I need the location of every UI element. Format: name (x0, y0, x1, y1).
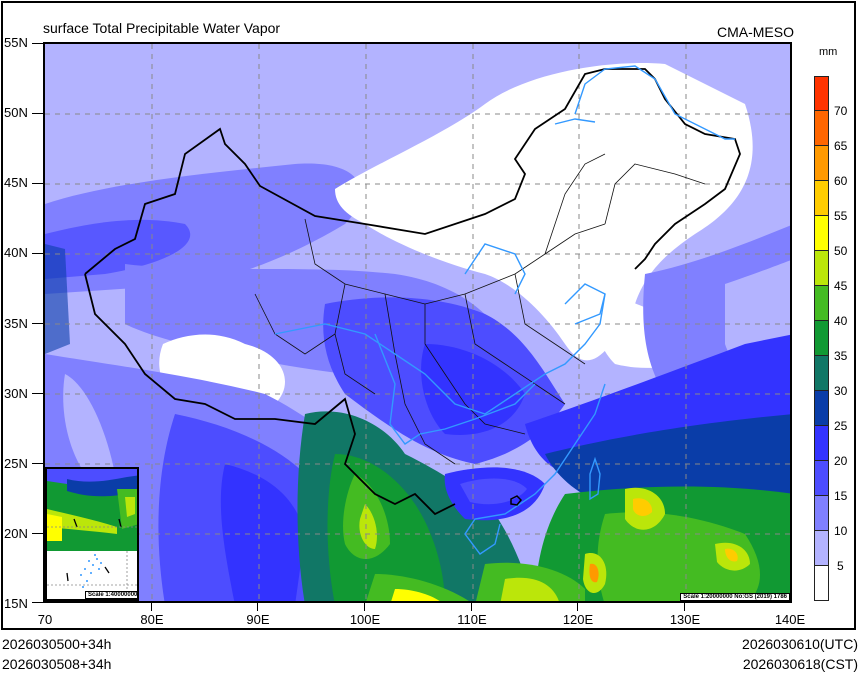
colorbar-unit: mm (819, 46, 838, 58)
colorbar-label: 55 (834, 209, 848, 223)
model-source-label: CMA-MESO (717, 24, 794, 40)
lon-label: 110E (457, 612, 487, 627)
colorbar-label: 40 (834, 314, 848, 328)
lon-label: 130E (669, 612, 701, 627)
colorbar-segment (814, 461, 829, 496)
south-china-sea-inset: Scale 1:40000000 (45, 467, 139, 601)
lat-label: 45N (4, 175, 28, 190)
colorbar-label: 30 (834, 384, 848, 398)
lon-tick (151, 603, 152, 611)
colorbar-segment (814, 286, 829, 321)
colorbar-label: 70 (834, 104, 848, 118)
pwv-contour-field (45, 44, 790, 601)
colorbar-segment (814, 531, 829, 566)
colorbar-segment (814, 251, 829, 286)
lat-tick (32, 113, 43, 114)
lon-tick (364, 603, 365, 611)
lon-tick (684, 603, 685, 611)
colorbar-segment (814, 566, 829, 601)
colorbar-label: 25 (834, 419, 848, 433)
colorbar-label: 60 (834, 174, 848, 188)
lat-tick (32, 183, 43, 184)
lat-label: 40N (4, 245, 28, 260)
colorbar-label: 15 (834, 489, 848, 503)
lat-tick (32, 463, 43, 464)
lat-label: 30N (4, 386, 28, 401)
inset-map (47, 469, 137, 599)
precipitable-water-map[interactable]: Scale 1:40000000 Scale 1:20000000 No:GS … (43, 42, 792, 603)
lat-tick (32, 323, 43, 324)
lon-label: 80E (140, 612, 164, 627)
colorbar-segment (814, 146, 829, 181)
colorbar-segment (814, 76, 829, 111)
colorbar-label: 35 (834, 349, 848, 363)
lat-label: 15N (4, 596, 28, 611)
colorbar-label: 20 (834, 454, 848, 468)
lat-tick (32, 602, 43, 603)
lon-label: 70 (37, 612, 53, 627)
colorbar-label: 50 (834, 244, 848, 258)
lon-tick (577, 603, 578, 611)
lat-tick (32, 393, 43, 394)
lat-label: 35N (4, 316, 28, 331)
colorbar-segment (814, 391, 829, 426)
init-time-cst: 2026030508+34h (2, 656, 112, 672)
lon-label: 140E (774, 612, 806, 627)
colorbar-segment (814, 356, 829, 391)
lon-tick (257, 603, 258, 611)
colorbar-label: 65 (834, 139, 848, 153)
lon-label: 100E (349, 612, 381, 627)
colorbar-segment (814, 216, 829, 251)
colorbar-segment (814, 321, 829, 356)
lon-label: 90E (246, 612, 270, 627)
inset-scale-label: Scale 1:40000000 (85, 591, 137, 599)
colorbar-segment (814, 181, 829, 216)
colorbar-label: 5 (837, 559, 844, 573)
colorbar-label: 45 (834, 279, 848, 293)
lat-label: 20N (4, 526, 28, 541)
chart-title: surface Total Precipitable Water Vapor (43, 20, 281, 36)
valid-time-utc: 2026030610(UTC) (742, 636, 858, 652)
lat-label: 50N (4, 105, 28, 120)
lon-tick (471, 603, 472, 611)
colorbar-segment (814, 426, 829, 461)
lat-label: 55N (4, 35, 28, 50)
init-time-utc: 2026030500+34h (2, 636, 112, 652)
valid-time-cst: 2026030618(CST) (742, 656, 858, 672)
lat-tick (32, 253, 43, 254)
map-scale-label: Scale 1:20000000 No:GS (2019) 1786 (680, 593, 790, 601)
lat-tick (32, 43, 43, 44)
lat-label: 25N (4, 456, 28, 471)
colorbar-label: 10 (834, 524, 848, 538)
lon-label: 120E (562, 612, 594, 627)
colorbar (814, 76, 829, 601)
colorbar-segment (814, 496, 829, 531)
figure-frame (1, 1, 856, 630)
colorbar-segment (814, 111, 829, 146)
lat-tick (32, 533, 43, 534)
